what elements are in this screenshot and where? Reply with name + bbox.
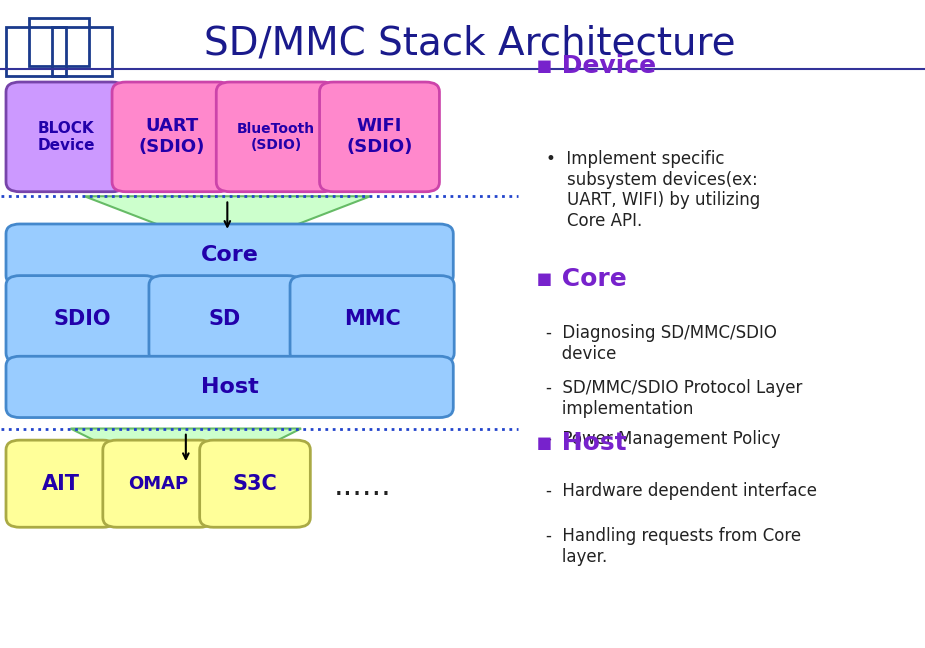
Text: •  Implement specific
    subsystem devices(ex:
    UART, WIFI) by utilizing
   : • Implement specific subsystem devices(e… <box>546 150 759 230</box>
Polygon shape <box>70 428 302 464</box>
Text: ......: ...... <box>333 472 391 501</box>
Text: -  Hardware dependent interface: - Hardware dependent interface <box>546 482 817 500</box>
FancyBboxPatch shape <box>319 82 439 192</box>
Text: MMC: MMC <box>344 309 401 329</box>
Text: OMAP: OMAP <box>128 475 188 492</box>
Text: BLOCK
Device: BLOCK Device <box>37 121 94 153</box>
Text: SDIO: SDIO <box>54 309 111 329</box>
FancyBboxPatch shape <box>103 440 214 527</box>
Text: ▪ Core: ▪ Core <box>536 267 627 291</box>
Text: -  Handling requests from Core
   layer.: - Handling requests from Core layer. <box>546 527 801 566</box>
FancyBboxPatch shape <box>216 82 336 192</box>
FancyBboxPatch shape <box>6 224 453 285</box>
FancyBboxPatch shape <box>6 356 453 417</box>
FancyBboxPatch shape <box>112 82 232 192</box>
FancyBboxPatch shape <box>6 275 158 363</box>
Text: ▪ Host: ▪ Host <box>536 432 627 456</box>
Text: Host: Host <box>201 377 258 397</box>
Text: SD/MMC Stack Architecture: SD/MMC Stack Architecture <box>204 25 736 62</box>
Text: BlueTooth
(SDIO): BlueTooth (SDIO) <box>237 122 315 152</box>
Text: Core: Core <box>201 245 259 264</box>
FancyBboxPatch shape <box>6 82 126 192</box>
FancyBboxPatch shape <box>200 440 310 527</box>
Text: -  Power Management Policy: - Power Management Policy <box>546 430 780 448</box>
Text: -  Diagnosing SD/MMC/SDIO
   device: - Diagnosing SD/MMC/SDIO device <box>546 324 776 363</box>
Text: WIFI
(SDIO): WIFI (SDIO) <box>346 117 413 156</box>
Text: AIT: AIT <box>43 474 80 494</box>
Text: S3C: S3C <box>232 474 278 494</box>
Polygon shape <box>84 196 370 232</box>
Text: -  SD/MMC/SDIO Protocol Layer
   implementation: - SD/MMC/SDIO Protocol Layer implementat… <box>546 379 802 418</box>
Text: ▪ Device: ▪ Device <box>536 54 657 78</box>
FancyBboxPatch shape <box>290 275 454 363</box>
Text: SD: SD <box>209 309 241 329</box>
FancyBboxPatch shape <box>149 275 302 363</box>
FancyBboxPatch shape <box>6 440 117 527</box>
Text: UART
(SDIO): UART (SDIO) <box>139 117 205 156</box>
